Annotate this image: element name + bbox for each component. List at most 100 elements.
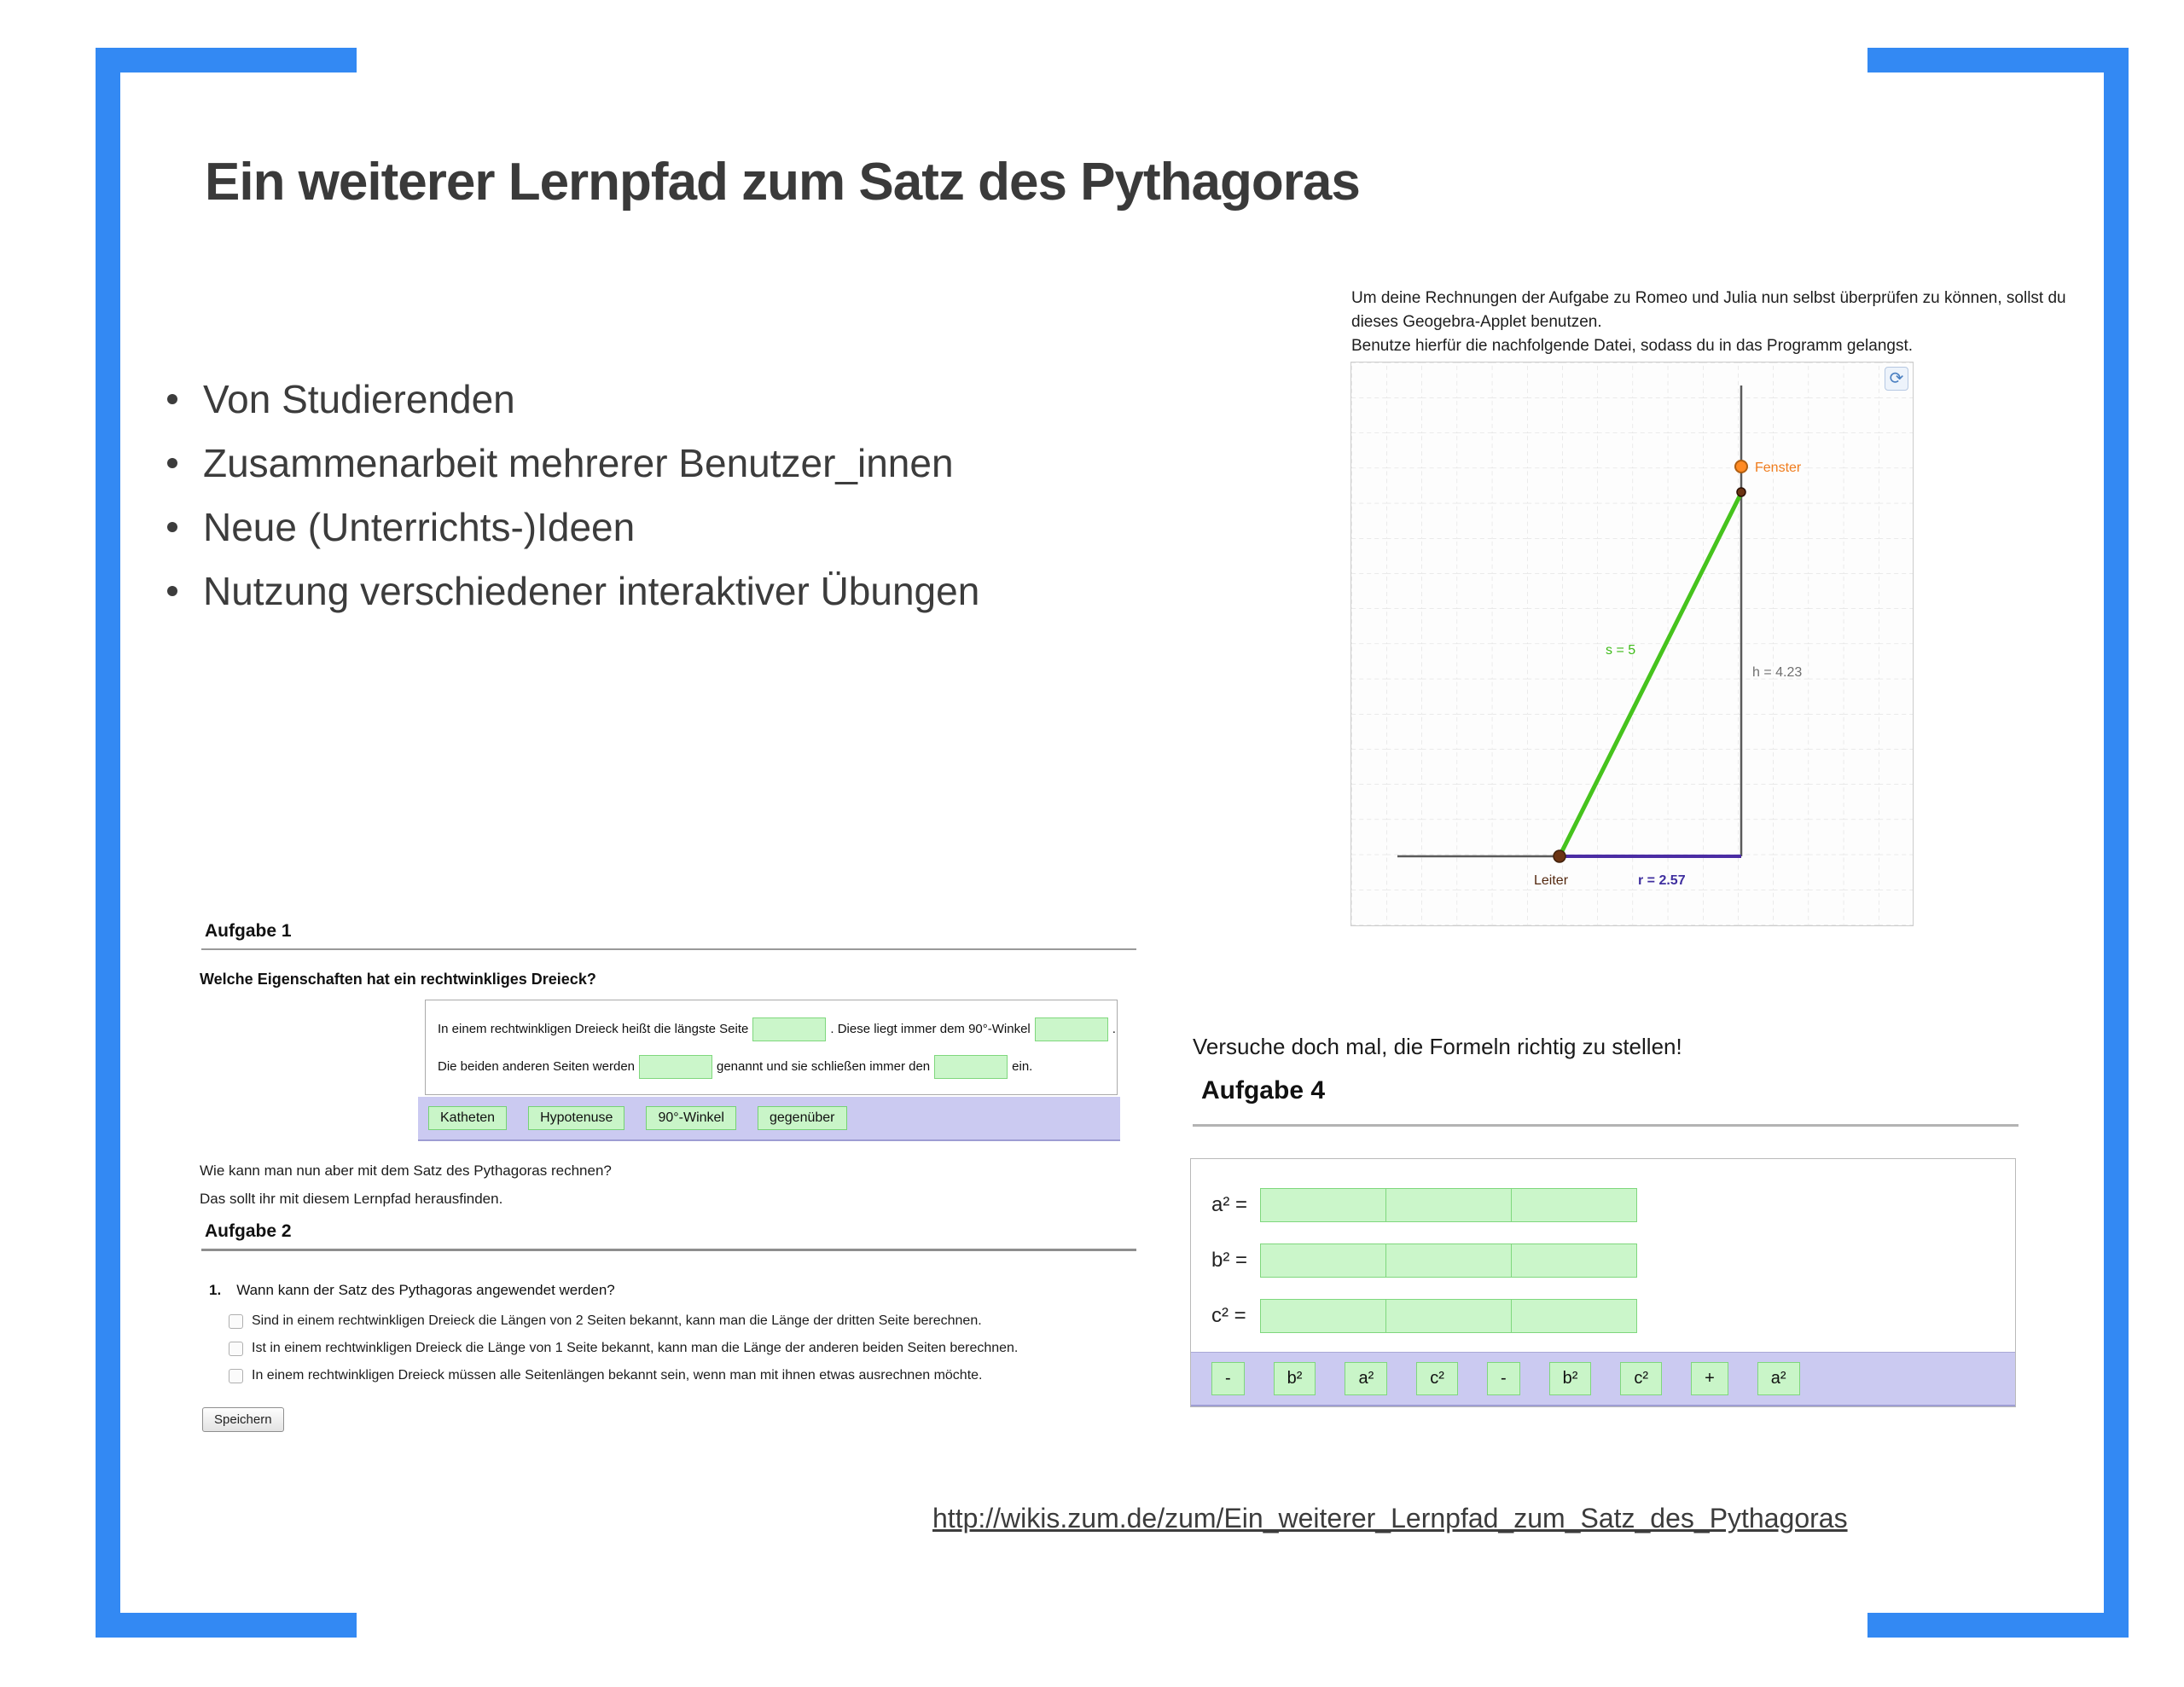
question-number: 1.	[209, 1282, 222, 1298]
ground-distance-label: r = 2.57	[1638, 873, 1686, 888]
cloze-text: . Diese liegt immer dem 90°-Winkel	[830, 1021, 1031, 1036]
formula-tile[interactable]: +	[1691, 1362, 1728, 1395]
word-bank-chip[interactable]: Hypotenuse	[528, 1106, 625, 1130]
formula-row: a² =	[1211, 1188, 1637, 1222]
aufgabe1-question: Welche Eigenschaften hat ein rechtwinkli…	[200, 971, 596, 988]
word-bank-chip[interactable]: gegenüber	[757, 1106, 847, 1130]
cloze-blank[interactable]	[752, 1017, 827, 1041]
formula-slot[interactable]	[1511, 1244, 1637, 1278]
wall-height-label: h = 4.23	[1752, 665, 1802, 680]
tile-bank: - b² a² c² - b² c² + a²	[1191, 1352, 2015, 1406]
instruction-line-1: Um deine Rechnungen der Aufgabe zu Romeo…	[1351, 289, 2066, 331]
section-divider	[201, 948, 1136, 950]
formula-slot[interactable]	[1511, 1188, 1637, 1222]
formula-row: b² =	[1211, 1244, 1637, 1278]
aufgabe2-question-row: 1. Wann kann der Satz des Pythagoras ang…	[209, 1282, 615, 1299]
formula-tile[interactable]: -	[1211, 1362, 1245, 1395]
cloze-exercise-box: In einem rechtwinkligen Dreieck heißt di…	[425, 1000, 1118, 1095]
formula-tile[interactable]: -	[1486, 1362, 1520, 1395]
ladder-length-label: s = 5	[1606, 643, 1635, 658]
frame-left-bar	[96, 48, 120, 1638]
transition-line-1: Wie kann man nun aber mit dem Satz des P…	[200, 1162, 612, 1179]
formula-slot[interactable]	[1260, 1188, 1386, 1222]
aufgabe1-heading: Aufgabe 1	[205, 921, 292, 941]
leiter-label: Leiter	[1534, 873, 1569, 888]
grid-background	[1351, 362, 1913, 925]
bullet-dot	[167, 521, 177, 532]
checkbox[interactable]	[229, 1342, 243, 1356]
formula-tile[interactable]: b²	[1273, 1362, 1316, 1395]
formula-slot[interactable]	[1385, 1188, 1512, 1222]
formula-tile[interactable]: c²	[1620, 1362, 1663, 1395]
frame-bottom-left-bar	[96, 1613, 357, 1638]
bullet-text: Neue (Unterrichts-)Ideen	[203, 504, 636, 549]
leiter-point[interactable]	[1553, 849, 1566, 863]
formula-slot-group	[1260, 1299, 1637, 1333]
formula-tile[interactable]: a²	[1345, 1362, 1388, 1395]
page-title: Ein weiterer Lernpfad zum Satz des Pytha…	[205, 153, 1361, 212]
aufgabe2-heading: Aufgabe 2	[205, 1221, 292, 1241]
formula-slot[interactable]	[1385, 1244, 1512, 1278]
bullet-item: Nutzung verschiedener interaktiver Übung…	[167, 559, 979, 623]
checkbox[interactable]	[229, 1369, 243, 1383]
bullet-text: Nutzung verschiedener interaktiver Übung…	[203, 568, 980, 613]
formula-exercise-box: a² = b² = c² = - b² a² c² - b² c² + a²	[1190, 1158, 2016, 1407]
cloze-text: .	[1112, 1021, 1116, 1036]
cloze-text: In einem rechtwinkligen Dreieck heißt di…	[438, 1021, 749, 1036]
formula-tile[interactable]: b²	[1548, 1362, 1592, 1395]
bullet-text: Zusammenarbeit mehrerer Benutzer_innen	[203, 440, 954, 485]
formula-slot[interactable]	[1385, 1299, 1512, 1333]
refresh-icon[interactable]: ⟳	[1885, 367, 1908, 391]
formula-slot[interactable]	[1260, 1244, 1386, 1278]
aufgabe2-options: Sind in einem rechtwinkligen Dreieck die…	[229, 1313, 1018, 1395]
cloze-text: ein.	[1012, 1058, 1033, 1074]
transition-line-2: Das sollt ihr mit diesem Lernpfad heraus…	[200, 1191, 503, 1207]
formula-slot-group	[1260, 1244, 1637, 1278]
checkbox-option: Ist in einem rechtwinkligen Dreieck die …	[229, 1341, 1018, 1356]
cloze-text: genannt und sie schließen immer den	[717, 1058, 931, 1074]
cloze-blank[interactable]	[639, 1055, 712, 1079]
bullet-item: Neue (Unterrichts-)Ideen	[167, 495, 979, 559]
frame-top-right-bar	[1867, 48, 2129, 72]
cloze-blank[interactable]	[1034, 1017, 1108, 1041]
formula-label: b² =	[1211, 1249, 1248, 1272]
formula-label: c² =	[1211, 1304, 1246, 1327]
bullet-text: Von Studierenden	[203, 376, 515, 421]
word-bank-chip[interactable]: Katheten	[428, 1106, 508, 1130]
checkbox[interactable]	[229, 1314, 243, 1329]
frame-right-bar	[2104, 48, 2129, 1638]
cloze-blank[interactable]	[934, 1055, 1008, 1079]
section-divider	[1193, 1124, 2018, 1127]
formula-label: a² =	[1211, 1193, 1248, 1216]
wiki-url-link[interactable]: http://wikis.zum.de/zum/Ein_weiterer_Ler…	[932, 1503, 1848, 1533]
bullet-dot	[167, 585, 177, 596]
formula-slot-group	[1260, 1188, 1637, 1222]
frame-top-left-bar	[96, 48, 357, 72]
fenster-label: Fenster	[1755, 461, 1802, 475]
fenster-point[interactable]	[1734, 460, 1748, 473]
geogebra-applet[interactable]: Fenster s = 5 h = 4.23 Leiter r = 2.57 ⟳	[1350, 362, 1914, 926]
cloze-line-1: In einem rechtwinkligen Dreieck heißt di…	[438, 1017, 1117, 1041]
formula-tile[interactable]: c²	[1416, 1362, 1458, 1395]
checkbox-label: Ist in einem rechtwinkligen Dreieck die …	[252, 1341, 1019, 1355]
ladder-top-point[interactable]	[1736, 487, 1746, 497]
formula-tile[interactable]: a²	[1757, 1362, 1800, 1395]
aufgabe2-question: Wann kann der Satz des Pythagoras angewe…	[236, 1282, 615, 1298]
cloze-line-2: Die beiden anderen Seiten werden genannt …	[438, 1055, 1117, 1079]
geogebra-canvas: Fenster s = 5 h = 4.23 Leiter r = 2.57	[1351, 362, 1913, 925]
geogebra-instructions: Um deine Rechnungen der Aufgabe zu Romeo…	[1351, 287, 2085, 358]
cloze-text: Die beiden anderen Seiten werden	[438, 1058, 635, 1074]
bullet-item: Zusammenarbeit mehrerer Benutzer_innen	[167, 431, 979, 495]
instruction-line-2: Benutze hierfür die nachfolgende Datei, …	[1351, 337, 1914, 355]
checkbox-option: Sind in einem rechtwinkligen Dreieck die…	[229, 1313, 1018, 1329]
formula-rows: a² = b² = c² =	[1211, 1188, 1637, 1333]
bullet-item: Von Studierenden	[167, 367, 979, 431]
save-button[interactable]: Speichern	[202, 1407, 284, 1432]
ladder-segment	[1557, 491, 1744, 858]
aufgabe4-intro: Versuche doch mal, die Formeln richtig z…	[1193, 1034, 1682, 1059]
word-bank-chip[interactable]: 90°-Winkel	[646, 1106, 736, 1130]
bullet-dot	[167, 457, 177, 468]
formula-slot[interactable]	[1260, 1299, 1386, 1333]
formula-slot[interactable]	[1511, 1299, 1637, 1333]
